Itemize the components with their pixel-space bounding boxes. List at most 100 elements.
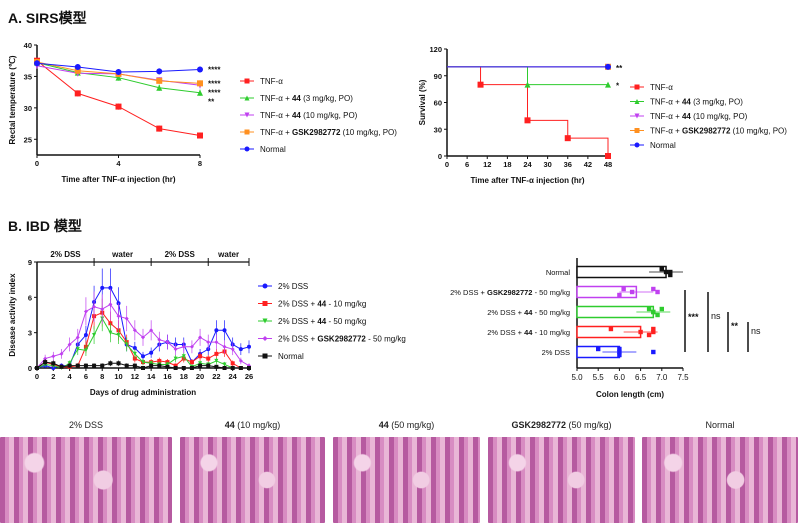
data-point xyxy=(92,333,97,338)
data-point xyxy=(189,344,194,349)
data-point xyxy=(173,347,178,352)
data-point xyxy=(132,328,137,333)
y-tick-label: 120 xyxy=(429,45,442,54)
significance-label: ns xyxy=(711,311,721,321)
data-point xyxy=(617,346,622,352)
data-point xyxy=(51,354,56,359)
y-tick-label: 25 xyxy=(24,135,32,144)
significance-label: ** xyxy=(616,64,623,73)
legend-label: TNF-α + 44 (10 mg/kg, PO) xyxy=(260,111,358,120)
data-point xyxy=(524,117,531,124)
legend-marker xyxy=(634,99,640,104)
data-point xyxy=(149,363,154,368)
data-point xyxy=(651,349,656,355)
period-label: 2% DSS xyxy=(165,250,196,259)
legend-marker xyxy=(634,128,640,133)
data-point xyxy=(157,337,162,342)
data-point xyxy=(149,361,154,366)
data-point xyxy=(181,354,186,359)
y-tick-label: 30 xyxy=(434,125,442,134)
data-point xyxy=(149,328,154,333)
section-b-title: B. IBD 模型 xyxy=(8,218,82,234)
x-tick-label: 18 xyxy=(503,160,511,169)
legend-marker xyxy=(244,129,250,135)
data-point xyxy=(43,360,48,365)
significance-label: * xyxy=(616,82,620,91)
legend-label: Normal xyxy=(278,352,304,361)
data-point xyxy=(116,361,121,366)
data-point xyxy=(124,342,129,347)
histology-image xyxy=(180,437,325,523)
data-point xyxy=(165,364,170,369)
data-point xyxy=(659,306,664,312)
legend-label: TNF-α xyxy=(650,83,673,92)
x-tick-label: 24 xyxy=(229,372,238,381)
data-point xyxy=(116,333,121,338)
data-point xyxy=(181,366,186,370)
data-point xyxy=(651,326,656,332)
data-point xyxy=(115,69,122,76)
significance-label: *** xyxy=(688,312,699,322)
y-axis-label: Survival (%) xyxy=(418,79,427,125)
data-point xyxy=(206,363,211,368)
x-axis-label: Colon length (cm) xyxy=(596,390,664,399)
legend-label: Normal xyxy=(650,141,676,150)
data-point xyxy=(646,306,652,312)
legend-label: TNF-α + GSK2982772 (10 mg/kg, PO) xyxy=(260,128,397,137)
data-point xyxy=(100,285,105,290)
data-point xyxy=(173,356,178,361)
y-axis-label: Rectal temperature (℃) xyxy=(8,55,17,144)
data-point xyxy=(247,344,251,349)
category-label: 2% DSS + 44 - 50 mg/kg xyxy=(487,308,570,317)
data-point xyxy=(67,363,72,368)
x-tick-label: 6 xyxy=(84,372,88,381)
x-tick-label: 0 xyxy=(35,372,39,381)
data-point xyxy=(564,135,571,142)
data-point xyxy=(92,363,97,368)
x-tick-label: 10 xyxy=(114,372,122,381)
data-point xyxy=(34,60,40,67)
data-point xyxy=(238,347,243,352)
data-point xyxy=(655,312,660,318)
data-point xyxy=(197,132,203,139)
significance-label: **** xyxy=(208,66,221,75)
y-tick-label: 30 xyxy=(24,104,32,113)
significance-label: ** xyxy=(731,321,739,331)
data-point xyxy=(116,314,121,319)
data-point xyxy=(638,329,643,335)
x-tick-label: 7.0 xyxy=(656,373,668,382)
data-point xyxy=(617,292,622,298)
data-point xyxy=(189,366,194,370)
data-point xyxy=(238,366,243,370)
data-point xyxy=(108,361,113,366)
data-point xyxy=(659,266,664,272)
x-tick-label: 6 xyxy=(465,160,469,169)
data-point xyxy=(524,81,531,88)
y-tick-label: 40 xyxy=(24,41,32,50)
x-tick-label: 42 xyxy=(584,160,592,169)
data-point xyxy=(108,302,113,307)
category-label: Normal xyxy=(546,268,571,277)
legend-marker xyxy=(634,84,640,90)
data-point xyxy=(141,335,145,340)
legend-marker xyxy=(634,113,640,119)
histology-image xyxy=(642,437,798,523)
data-point xyxy=(214,351,219,356)
data-point xyxy=(59,351,64,356)
data-point xyxy=(198,363,203,368)
histology-label: Normal xyxy=(705,420,735,430)
data-point xyxy=(197,80,203,87)
legend-marker xyxy=(244,95,250,101)
data-point xyxy=(222,362,227,367)
x-tick-label: 5.5 xyxy=(593,373,605,382)
data-point xyxy=(132,351,137,356)
data-point xyxy=(181,344,186,349)
data-point xyxy=(124,316,129,321)
significance-label: ns xyxy=(751,326,761,336)
data-point xyxy=(214,328,219,333)
data-point xyxy=(100,307,105,312)
data-point xyxy=(108,330,113,335)
legend-marker xyxy=(244,112,250,118)
histology-image xyxy=(333,437,480,523)
data-point xyxy=(651,309,656,315)
